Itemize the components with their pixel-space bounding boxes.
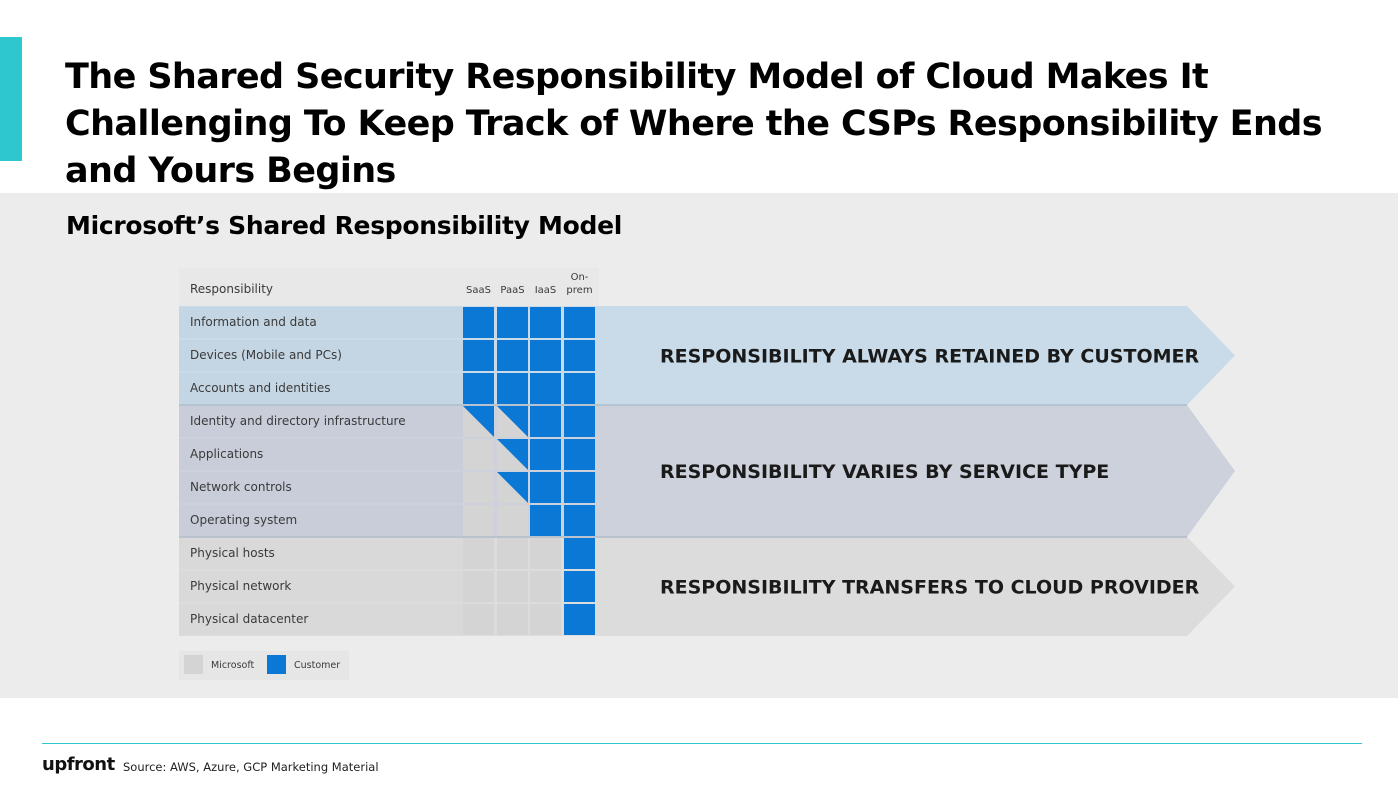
slide-subtitle: Microsoft’s Shared Responsibility Model — [66, 211, 623, 240]
customer-cell — [530, 505, 561, 536]
column-header: IaaS — [535, 285, 557, 296]
row-label: Physical network — [190, 579, 291, 593]
band-label: RESPONSIBILITY ALWAYS RETAINED BY CUSTOM… — [660, 346, 1199, 368]
customer-cell — [564, 340, 595, 371]
shared-cell-customer-part — [497, 406, 528, 437]
shared-cell-customer-part — [497, 472, 528, 503]
row-label: Information and data — [190, 315, 317, 329]
customer-cell — [497, 307, 528, 338]
row-label-bg — [179, 439, 463, 470]
accent-bar — [0, 37, 22, 161]
customer-cell — [463, 307, 494, 338]
row-label: Operating system — [190, 513, 297, 527]
row-label-bg — [179, 472, 463, 503]
customer-cell — [530, 439, 561, 470]
column-header: prem — [566, 285, 592, 296]
microsoft-cell — [530, 571, 561, 602]
legend-swatch — [184, 655, 203, 674]
microsoft-cell — [463, 505, 494, 536]
shared-cell-customer-part — [497, 439, 528, 470]
customer-cell — [530, 373, 561, 404]
row-label: Devices (Mobile and PCs) — [190, 348, 342, 362]
column-header: On- — [571, 272, 589, 283]
customer-cell — [564, 505, 595, 536]
row-label-bg — [179, 538, 463, 569]
row-label-bg — [179, 505, 463, 536]
microsoft-cell — [463, 604, 494, 635]
customer-cell — [530, 307, 561, 338]
row-label-bg — [179, 373, 463, 404]
shared-cell-customer-part — [463, 406, 494, 437]
customer-cell — [564, 571, 595, 602]
customer-cell — [530, 472, 561, 503]
microsoft-cell — [463, 571, 494, 602]
column-header: SaaS — [466, 285, 491, 296]
customer-cell — [530, 340, 561, 371]
row-label: Identity and directory infrastructure — [190, 414, 406, 428]
row-label-bg — [179, 604, 463, 635]
row-label: Physical datacenter — [190, 612, 308, 626]
row-label-bg — [179, 571, 463, 602]
customer-cell — [497, 340, 528, 371]
column-header: PaaS — [500, 285, 524, 296]
diagram-header-bg — [179, 268, 599, 306]
source-note: Source: AWS, Azure, GCP Marketing Materi… — [123, 760, 379, 774]
customer-cell — [564, 406, 595, 437]
microsoft-cell — [530, 604, 561, 635]
customer-cell — [564, 472, 595, 503]
diagram-header-label: Responsibility — [190, 282, 273, 296]
microsoft-cell — [463, 439, 494, 470]
microsoft-cell — [463, 472, 494, 503]
band-label: RESPONSIBILITY VARIES BY SERVICE TYPE — [660, 461, 1109, 483]
customer-cell — [564, 307, 595, 338]
legend-label: Microsoft — [211, 660, 255, 671]
row-label-bg — [179, 307, 463, 338]
microsoft-cell — [463, 538, 494, 569]
row-label: Physical hosts — [190, 546, 275, 560]
customer-cell — [564, 538, 595, 569]
band-label: RESPONSIBILITY TRANSFERS TO CLOUD PROVID… — [660, 577, 1200, 599]
microsoft-cell — [497, 505, 528, 536]
microsoft-cell — [497, 538, 528, 569]
microsoft-cell — [497, 571, 528, 602]
legend-label: Customer — [294, 660, 340, 671]
row-label-bg — [179, 340, 463, 371]
customer-cell — [564, 373, 595, 404]
customer-cell — [463, 340, 494, 371]
microsoft-cell — [497, 604, 528, 635]
row-label: Applications — [190, 447, 263, 461]
customer-cell — [530, 406, 561, 437]
row-label-bg — [179, 406, 463, 437]
row-label: Accounts and identities — [190, 381, 331, 395]
microsoft-cell — [530, 538, 561, 569]
upfront-logo: upfront — [42, 754, 115, 775]
footer-divider — [42, 743, 1362, 744]
customer-cell — [497, 373, 528, 404]
customer-cell — [564, 604, 595, 635]
customer-cell — [463, 373, 494, 404]
customer-cell — [564, 439, 595, 470]
band-arrow — [179, 405, 1235, 537]
row-label: Network controls — [190, 480, 292, 494]
legend-swatch — [267, 655, 286, 674]
legend-bg — [179, 651, 349, 680]
slide-title: The Shared Security Responsibility Model… — [65, 57, 1323, 191]
